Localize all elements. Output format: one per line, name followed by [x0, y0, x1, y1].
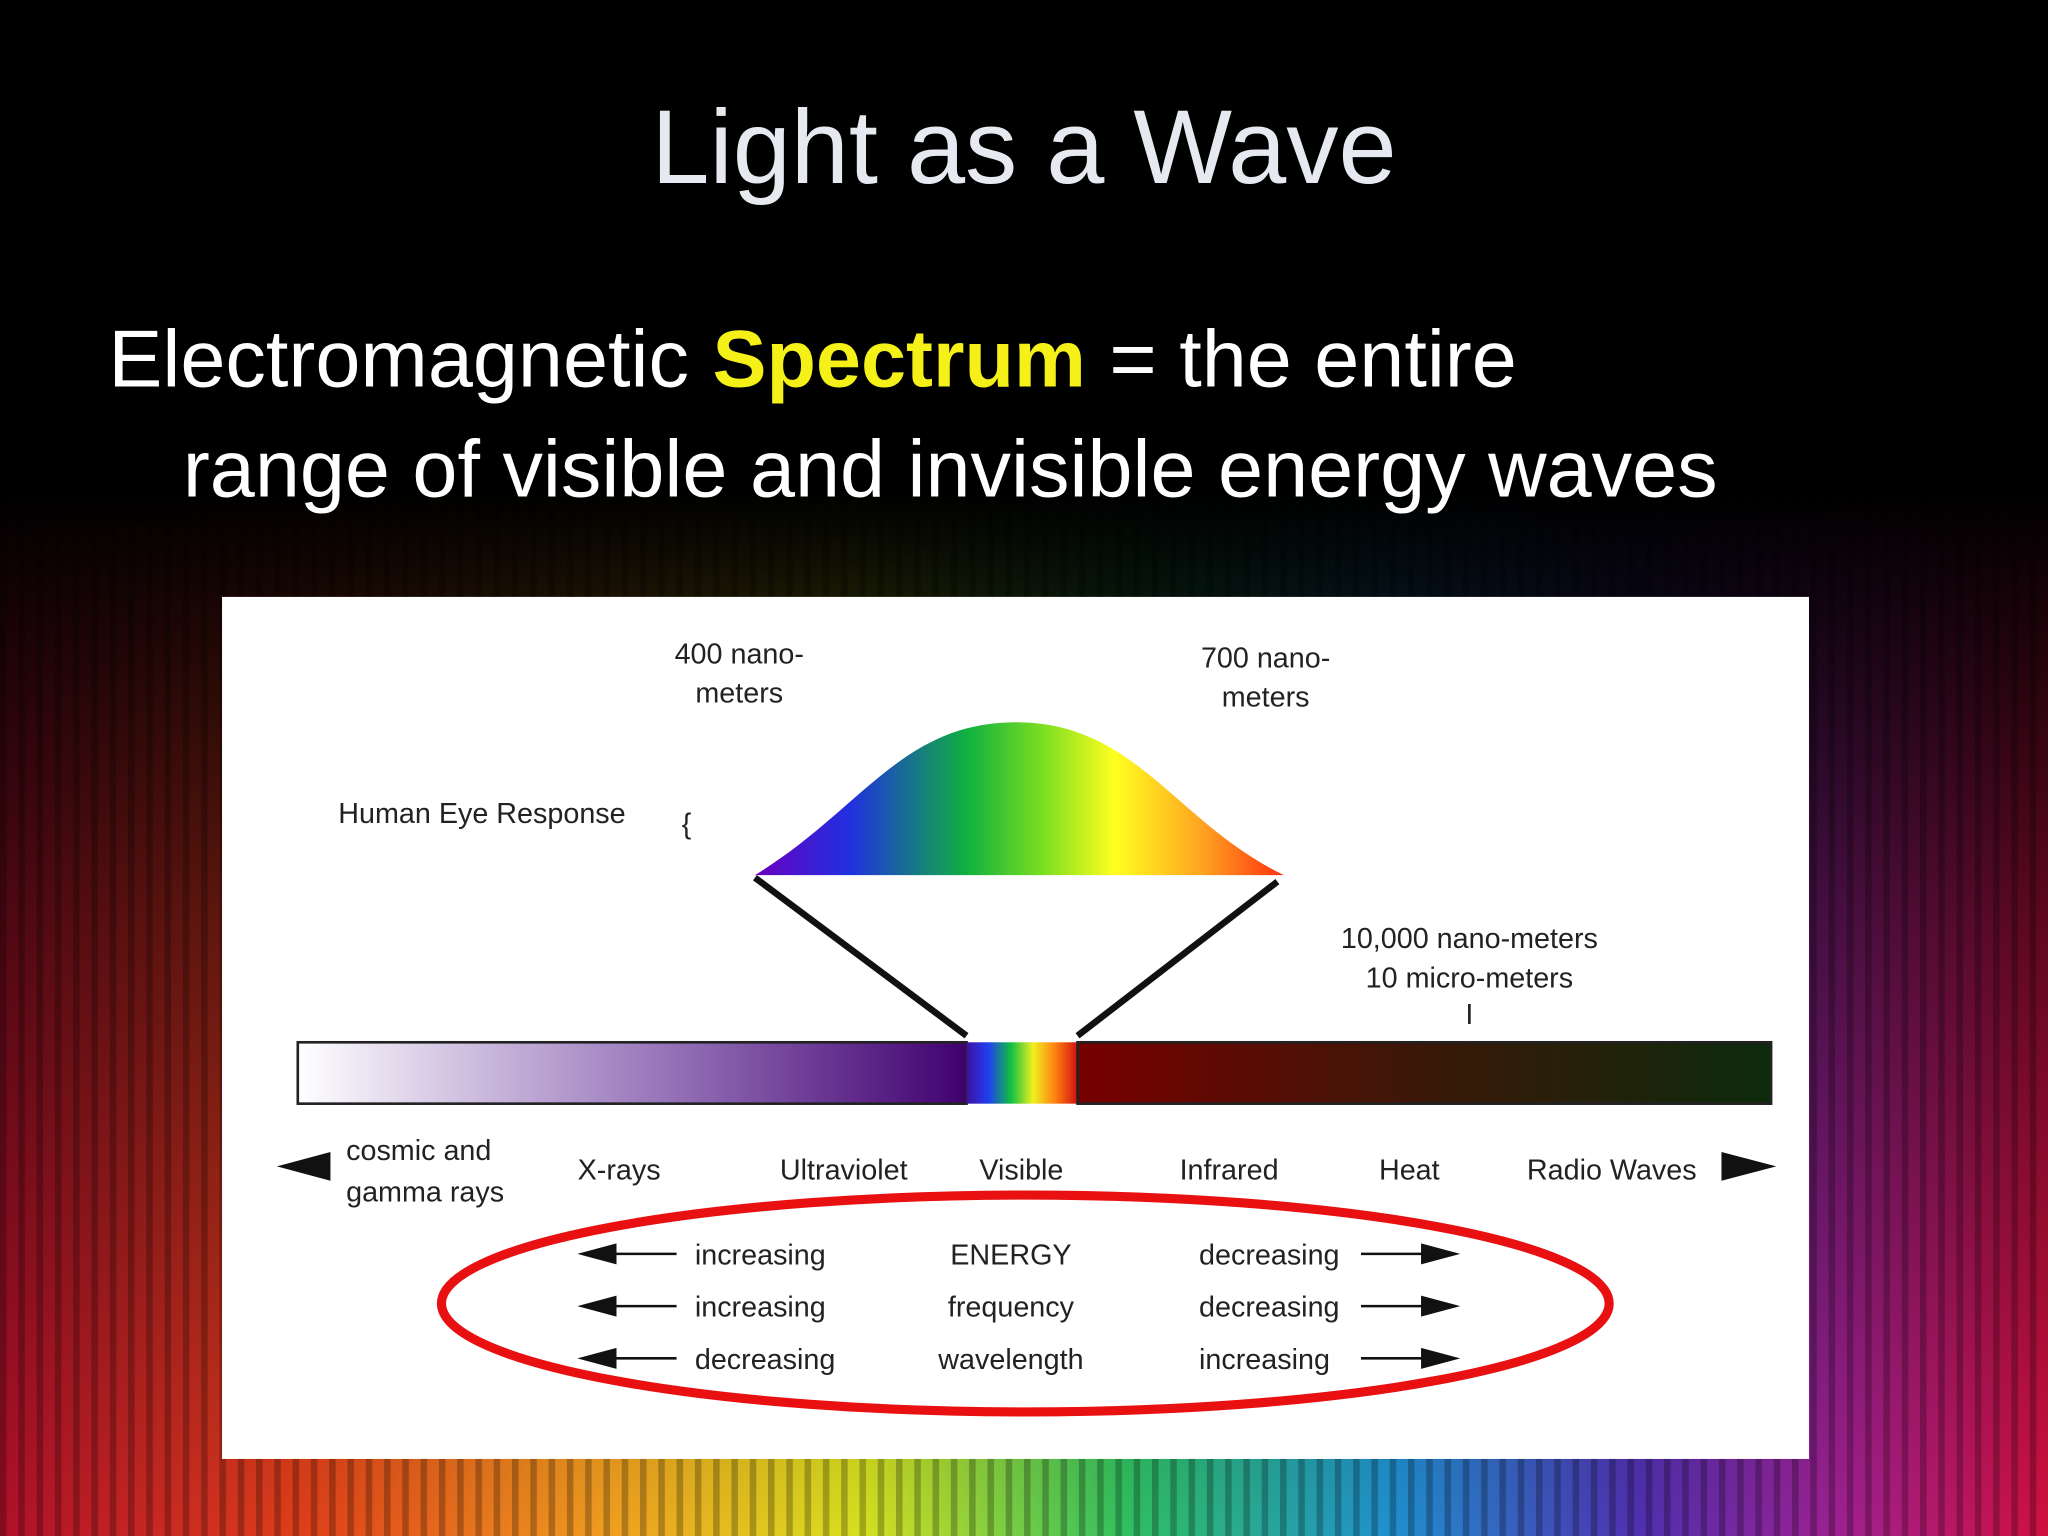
- region-label: Visible: [979, 1154, 1063, 1186]
- wavelength-label: meters: [1222, 682, 1310, 714]
- term: Electromagnetic: [108, 315, 689, 405]
- slide-title: Light as a Wave: [651, 89, 1396, 206]
- zoom-line: [1075, 879, 1280, 1039]
- comparison-right: decreasing: [1199, 1239, 1340, 1271]
- comparison-property: wavelength: [937, 1344, 1083, 1376]
- visible-bar: [966, 1042, 1078, 1104]
- arrow-head: [577, 1347, 617, 1369]
- arrow: [1721, 1152, 1777, 1181]
- definition-line: Electromagnetic Spectrum = the entire: [108, 315, 1516, 405]
- arrow: [276, 1152, 331, 1181]
- arrow-head: [577, 1243, 617, 1265]
- eye-response-label: Human Eye Response: [338, 798, 625, 830]
- comparison-right: decreasing: [1199, 1292, 1340, 1324]
- wavelength-label: 400 nano-: [675, 639, 804, 671]
- comparison-rows: increasing ENERGY decreasing increasing freq…: [577, 1239, 1461, 1376]
- arrow-head: [1421, 1295, 1461, 1317]
- definition-rest: = the entire: [1109, 315, 1516, 405]
- arrow-head: [577, 1295, 617, 1317]
- comparison-property: ENERGY: [950, 1239, 1071, 1271]
- spectrum-bar: [296, 1040, 968, 1105]
- region-label: Radio Waves: [1527, 1154, 1697, 1186]
- highlight: Spectrum: [712, 315, 1085, 405]
- ir-tick: I: [1465, 999, 1473, 1031]
- spectrum-diagram: 400 nano- meters 700 nano- meters Human …: [222, 596, 1809, 1459]
- region-label: X-rays: [578, 1154, 661, 1186]
- region-label: cosmic and: [346, 1135, 491, 1167]
- definition-line: range of visible and invisible energy wa…: [183, 424, 1718, 514]
- ir-label: 10 micro-meters: [1366, 962, 1573, 994]
- wavelength-label: 700 nano-: [1201, 642, 1330, 674]
- arrow-head: [1421, 1347, 1461, 1369]
- region-label: gamma rays: [346, 1177, 504, 1209]
- comparison-left: increasing: [695, 1239, 826, 1271]
- ir-label: 10,000 nano-meters: [1341, 923, 1598, 955]
- spectrum-bar: [1076, 1040, 1773, 1105]
- highlight-ellipse: [436, 1190, 1614, 1417]
- comparison-left: decreasing: [695, 1344, 836, 1376]
- arrow-head: [1421, 1243, 1461, 1265]
- region-label: Heat: [1379, 1154, 1440, 1186]
- wavelength-label: meters: [695, 678, 783, 710]
- comparison-right: increasing: [1199, 1344, 1330, 1376]
- region-label: Infrared: [1180, 1154, 1279, 1186]
- zoom-line: [752, 875, 969, 1039]
- region-label: Ultraviolet: [780, 1154, 908, 1186]
- comparison-left: increasing: [695, 1292, 826, 1324]
- eye-response-curve: [754, 722, 1284, 876]
- comparison-property: frequency: [948, 1292, 1075, 1324]
- brace: {: [682, 808, 692, 840]
